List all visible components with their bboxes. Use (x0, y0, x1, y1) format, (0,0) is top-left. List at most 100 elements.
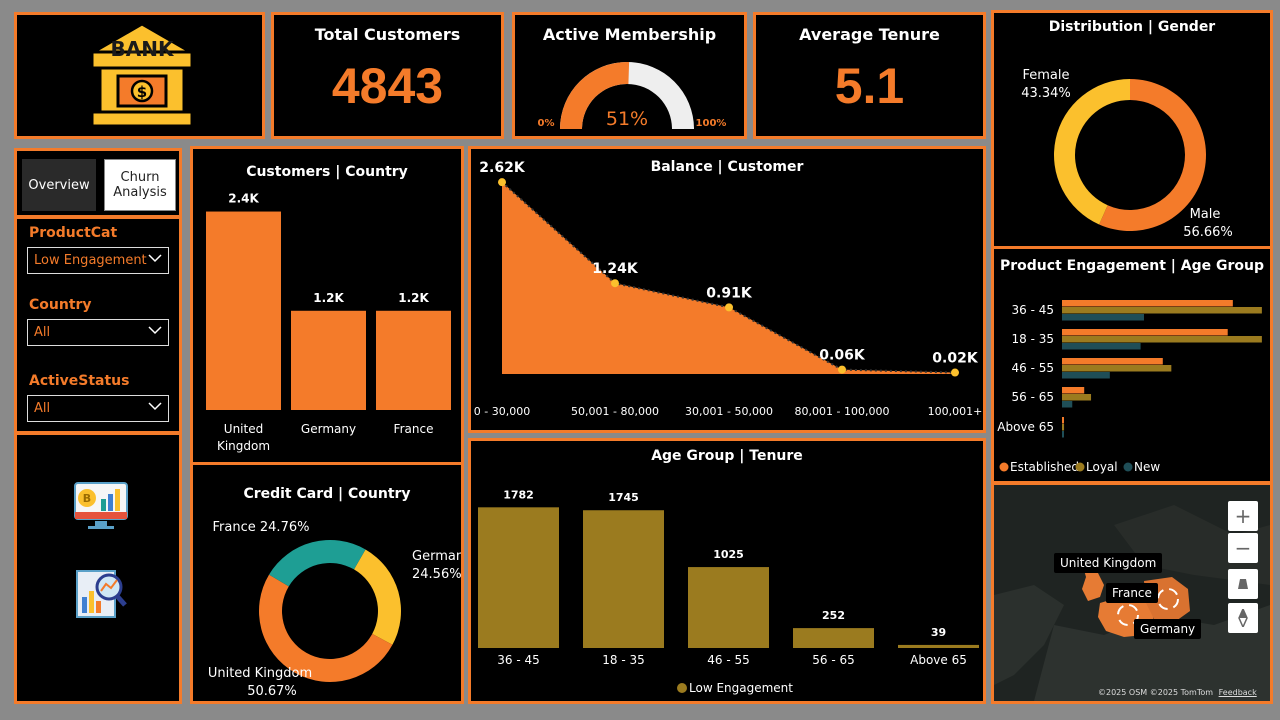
kpi-value: 4843 (331, 58, 444, 114)
kpi-average-tenure: Average Tenure 5.1 (753, 12, 986, 139)
bar-established[interactable] (1062, 300, 1233, 307)
tilt-icon (1238, 579, 1248, 589)
activestatus-value: All (34, 401, 51, 416)
bar-Above65[interactable] (898, 644, 979, 648)
country-value: All (34, 325, 51, 340)
category-label: 80,001 - 100,000 (795, 405, 890, 418)
bar-new[interactable] (1062, 314, 1144, 321)
compass-button[interactable] (1228, 603, 1258, 633)
country-dropdown[interactable]: All (27, 319, 169, 346)
bar-established[interactable] (1062, 387, 1085, 394)
data-label: 252 (822, 609, 845, 622)
svg-text:B: B (83, 492, 91, 505)
bar-46-55[interactable] (688, 567, 769, 648)
overview-button[interactable]: Overview (22, 159, 96, 211)
gauge-max: 100% (696, 118, 727, 129)
credit-card-country-card: Credit Card | Country France 24.76% Germ… (190, 462, 464, 704)
productcat-dropdown[interactable]: Low Engagement (27, 247, 169, 274)
bar-36-45[interactable] (478, 507, 559, 648)
map-label-uk[interactable]: United Kingdom (1054, 553, 1163, 573)
finance-monitor-icon[interactable]: B (73, 481, 129, 531)
bar-germany[interactable] (291, 310, 366, 410)
feedback-link[interactable]: Feedback (1218, 688, 1257, 697)
data-label: 0.91K (706, 285, 753, 301)
bar-loyal[interactable] (1062, 424, 1065, 431)
bar-established[interactable] (1062, 417, 1064, 424)
bar-loyal[interactable] (1062, 307, 1262, 314)
donut-slice-united-kingdom[interactable] (258, 574, 393, 683)
chart-title: Customers | Country (246, 164, 408, 180)
balance-line (501, 181, 956, 374)
bar-loyal[interactable] (1062, 336, 1262, 343)
bar-established[interactable] (1062, 358, 1163, 365)
bar-18-35[interactable] (583, 510, 664, 648)
bar-france[interactable] (376, 310, 451, 410)
kpi-title: Total Customers (314, 25, 461, 44)
zoom-in-button[interactable]: + (1228, 501, 1258, 531)
category-label: Above 65 (997, 420, 1054, 434)
gauge-fill (560, 61, 630, 130)
bar-new[interactable] (1062, 372, 1110, 379)
bar-loyal[interactable] (1062, 365, 1172, 372)
data-point[interactable] (725, 303, 733, 312)
kpi-total-customers: Total Customers 4843 (271, 12, 504, 139)
data-point[interactable] (498, 178, 506, 187)
bar-loyal[interactable] (1062, 394, 1092, 401)
chart-title: Product Engagement | Age Group (1000, 258, 1264, 274)
donut-slice-france[interactable] (269, 540, 366, 587)
category-label: 18 - 35 (1012, 332, 1055, 346)
legend-uk-value: 50.67% (247, 684, 297, 699)
kpi-title: Active Membership (542, 25, 717, 44)
bar-new[interactable] (1062, 343, 1141, 350)
analysis-report-icon[interactable] (73, 567, 129, 623)
map-label-france[interactable]: France (1106, 583, 1158, 603)
data-point[interactable] (611, 279, 619, 288)
credit-card-donut-chart: France 24.76% Germany 24.56% United King… (208, 520, 461, 699)
data-point[interactable] (951, 368, 959, 377)
productcat-label: ProductCat (29, 225, 118, 241)
logo-card: BANK $ (14, 12, 265, 139)
donut-slice-germany[interactable] (354, 549, 401, 645)
map-attribution: ©2025 OSM ©2025 TomTom Feedback (1098, 688, 1257, 697)
product-engagement-chart: 36 - 45 18 - 35 46 - 55 56 - 65 Above 65 Esta… (997, 300, 1262, 474)
bar-56-65[interactable] (793, 628, 874, 648)
activestatus-dropdown[interactable]: All (27, 395, 169, 422)
bar-new[interactable] (1062, 401, 1073, 408)
legend-label: Low Engagement (689, 681, 793, 695)
category-label: 46 - 55 (1012, 361, 1055, 375)
bar-united-kingdom[interactable] (206, 211, 281, 410)
chevron-down-icon (148, 326, 162, 335)
kpi-value: 5.1 (834, 58, 905, 114)
bar-new[interactable] (1062, 431, 1064, 438)
category-label: 56 - 65 (812, 653, 855, 667)
category-label: Kingdom (217, 439, 270, 453)
data-label: 1.2K (313, 291, 344, 305)
chevron-down-icon (148, 254, 162, 263)
legend-swatch (999, 462, 1009, 472)
customers-country-chart: 2.4K United Kingdom 1.2K Germany 1.2K France (206, 192, 451, 453)
donut-slice-male[interactable] (1099, 79, 1206, 231)
nav-panel: Overview Churn Analysis (14, 148, 182, 218)
zoom-out-button[interactable]: − (1228, 533, 1258, 563)
bank-icon: BANK $ (84, 22, 200, 128)
europe-map[interactable] (994, 485, 1270, 701)
legend-label: New (1134, 460, 1160, 474)
age-group-tenure-card: Age Group | Tenure 1782 36 - 45 1745 18 - 3… (468, 438, 986, 704)
data-point[interactable] (838, 365, 846, 374)
svg-text:$: $ (137, 83, 147, 101)
legend-female-value: 43.34% (1021, 86, 1071, 101)
customers-country-card: Customers | Country 2.4K United Kingdom 1.2… (190, 146, 464, 466)
donut-slice-female[interactable] (1054, 79, 1130, 225)
product-engagement-card: Product Engagement | Age Group 36 - 45 18… (991, 246, 1273, 484)
tilt-button[interactable] (1228, 569, 1258, 599)
bar-established[interactable] (1062, 329, 1228, 336)
map-label-germany[interactable]: Germany (1134, 619, 1202, 639)
legend-male-value: 56.66% (1183, 225, 1233, 240)
churn-analysis-button[interactable]: Churn Analysis (104, 159, 176, 211)
category-label: 36 - 45 (1012, 303, 1055, 317)
legend-swatch (677, 683, 687, 693)
productcat-value: Low Engagement (34, 253, 147, 268)
balance-area (502, 182, 955, 374)
chart-title: Distribution | Gender (1048, 19, 1216, 35)
country-label: Country (29, 297, 92, 313)
